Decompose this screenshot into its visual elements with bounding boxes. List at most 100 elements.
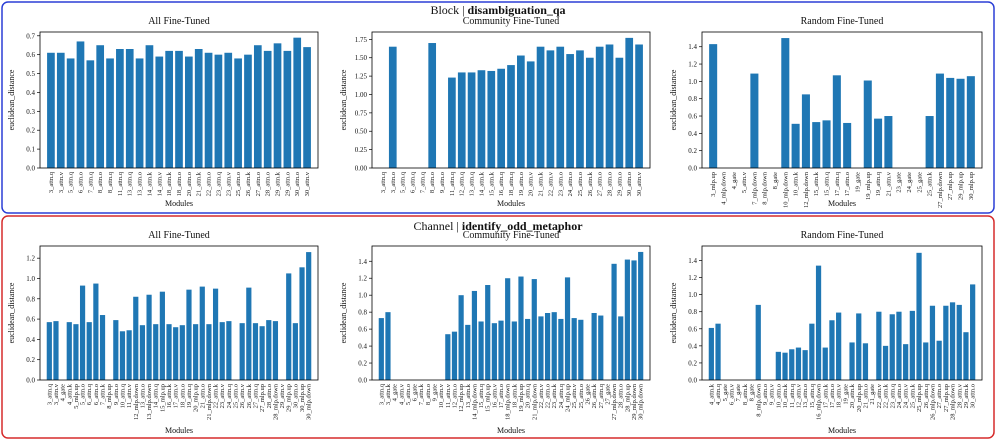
x-tick-label: 6_attn.q: [86, 383, 93, 405]
x-tick-label: 13_attn.o: [802, 384, 809, 408]
y-tick-label: 0.6: [26, 316, 35, 324]
bar: [385, 312, 391, 380]
x-tick-label: 28_attn.v: [956, 383, 963, 408]
x-tick-label: 6_attn.v: [728, 383, 735, 405]
x-tick-label: 3_attn.q: [380, 171, 387, 193]
x-tick-label: 6_gate: [412, 384, 419, 401]
bar: [428, 43, 437, 169]
x-tick-label: 5_attn.q: [400, 171, 407, 193]
bar: [507, 65, 515, 168]
x-tick-label: 30_attn.o: [626, 172, 633, 196]
x-tick-label: 26_attn.k: [591, 383, 598, 408]
bar: [558, 318, 564, 380]
bar: [478, 321, 484, 380]
x-tick-label: 26_attn.k: [245, 171, 252, 196]
x-tick-label: 27_mlp.up: [259, 384, 266, 412]
y-tick-label: 1.2: [688, 61, 697, 69]
x-tick-label: 10_attn.k: [782, 383, 789, 408]
x-tick-label: 3_mlp.up: [710, 172, 717, 197]
chart-title: All Fine-Tuned: [148, 230, 210, 241]
x-tick-label: 22_attn.v: [547, 171, 554, 196]
bar: [283, 50, 292, 169]
x-tick-label: 18_attn.o: [179, 384, 186, 408]
bar: [849, 342, 855, 380]
x-tick-label: 26_mlp.down: [929, 383, 936, 420]
x-tick-label: 21_mlp.down: [206, 383, 213, 420]
x-tick-label: 25_attn.o: [235, 172, 242, 196]
bar: [624, 259, 630, 380]
x-tick-label: 24_attn.q: [226, 383, 233, 408]
bar: [179, 325, 185, 380]
y-tick-label: 0.7: [26, 32, 35, 40]
x-tick-label: 8_mlp.up: [106, 384, 113, 409]
bar: [126, 330, 132, 380]
bar: [252, 323, 259, 380]
bar: [113, 320, 119, 380]
y-tick-label: 1.4: [358, 258, 367, 266]
x-tick-label: 23_attn.q: [889, 383, 896, 408]
bar: [165, 50, 173, 169]
bar: [963, 332, 969, 380]
bar: [378, 318, 384, 380]
x-tick-label: 20_mlp.up: [193, 384, 200, 412]
x-tick-label: 10_attn.v: [438, 383, 445, 408]
bar: [226, 321, 232, 380]
x-tick-label: 27_attn.q: [252, 383, 259, 408]
x-tick-label: 3_attn.v: [58, 171, 65, 193]
bar: [204, 52, 213, 168]
y-tick-label: 1.50: [355, 54, 368, 62]
bar: [465, 324, 471, 380]
y-tick-label: 0.4: [26, 336, 35, 344]
x-tick-label: 25_attn.k: [909, 383, 916, 408]
x-tick-label: 5_attn.v: [741, 171, 748, 193]
y-tick-label: 1.2: [358, 275, 367, 283]
x-tick-label: 24_attn.q: [558, 383, 565, 408]
bar: [79, 285, 86, 380]
bar: [487, 70, 496, 168]
x-tick-label: 21_attn.v: [885, 171, 892, 196]
x-tick-label: 27_attn.o: [597, 172, 604, 196]
x-tick-label: 29_mlp.up: [286, 384, 293, 412]
x-tick-label: 25_attn.o: [577, 172, 584, 196]
plot-frame: [39, 245, 319, 381]
x-tick-label: 29_attn.k: [963, 383, 970, 408]
x-tick-label: 18_mlp.down: [505, 383, 512, 420]
panel-prefix: Block |: [430, 3, 464, 17]
bar: [889, 314, 895, 380]
x-tick-label: 28_attn.o: [618, 384, 625, 408]
y-tick-label: 0.2: [358, 360, 367, 368]
x-tick-label: 24_attn.o: [567, 172, 574, 196]
x-tick-label: 10_mlp.down: [782, 171, 789, 208]
bar: [498, 320, 504, 380]
y-tick-label: 0.2: [26, 127, 35, 135]
x-tick-label: 24_mlp.up: [565, 384, 572, 412]
bar: [212, 288, 219, 380]
x-tick-label: 19_gate: [842, 384, 849, 405]
bar: [139, 325, 146, 380]
bar: [119, 331, 126, 380]
bar: [709, 44, 718, 168]
bar: [53, 321, 59, 380]
bar: [916, 252, 922, 380]
bar: [896, 311, 902, 380]
plot-frame: [39, 31, 319, 169]
y-tick-label: 1.2: [26, 255, 35, 263]
bar: [822, 120, 831, 168]
x-tick-label: 21_attn.o: [862, 384, 869, 408]
y-tick-label: 0.4: [688, 130, 697, 138]
bar: [244, 54, 252, 168]
bar: [292, 323, 298, 380]
y-tick-label: 1.0: [688, 291, 697, 299]
x-tick-label: 10_attn.q: [119, 383, 126, 408]
x-tick-label: 20_attn.q: [525, 383, 532, 408]
bar: [782, 352, 788, 380]
x-tick-label: 7_attn.q: [419, 171, 426, 193]
y-tick-label: 0.8: [358, 309, 367, 317]
y-tick-label: 1.4: [688, 257, 697, 265]
x-tick-label: 6_attn.q: [409, 171, 416, 193]
y-tick-label: 0.5: [26, 70, 35, 78]
x-tick-label: 26_attn.q: [923, 383, 930, 408]
bar: [299, 267, 305, 380]
x-tick-label: 28_mlp.up: [624, 384, 631, 412]
bar: [66, 58, 75, 168]
